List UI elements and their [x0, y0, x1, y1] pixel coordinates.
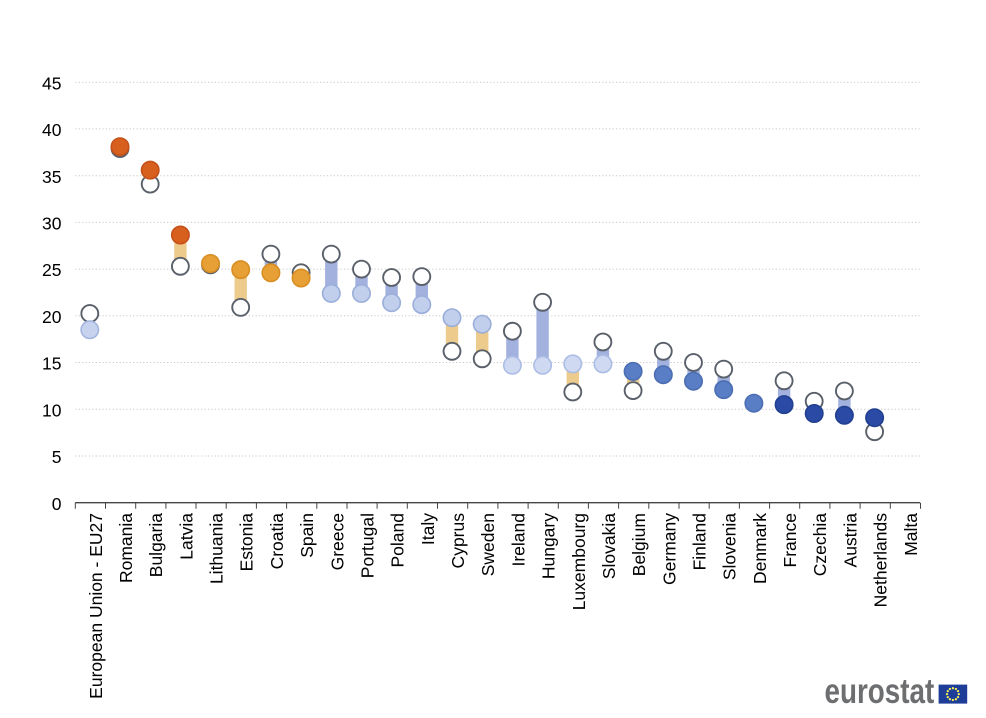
svg-text:Poland: Poland — [388, 513, 408, 568]
svg-text:Portugal: Portugal — [357, 513, 377, 578]
svg-text:25: 25 — [42, 260, 61, 280]
svg-text:Austria: Austria — [840, 513, 860, 568]
svg-text:eurostat: eurostat — [825, 671, 935, 711]
svg-text:European Union - EU27: European Union - EU27 — [86, 513, 106, 699]
svg-text:Ireland: Ireland — [508, 513, 528, 567]
svg-text:Sweden: Sweden — [478, 513, 498, 576]
svg-text:15: 15 — [42, 354, 61, 374]
svg-text:Malta: Malta — [901, 513, 921, 556]
svg-text:Cyprus: Cyprus — [448, 513, 468, 569]
svg-text:35: 35 — [42, 167, 61, 187]
svg-text:Italy: Italy — [418, 513, 438, 545]
svg-text:Greece: Greece — [327, 513, 347, 570]
svg-text:Netherlands: Netherlands — [871, 513, 891, 608]
svg-text:Belgium: Belgium — [629, 513, 649, 576]
svg-text:45: 45 — [42, 73, 61, 93]
svg-text:Finland: Finland — [689, 513, 709, 570]
svg-text:Slovakia: Slovakia — [599, 513, 619, 579]
svg-text:40: 40 — [42, 120, 62, 140]
svg-text:Denmark: Denmark — [750, 513, 770, 584]
svg-text:France: France — [780, 513, 800, 567]
svg-text:Bulgaria: Bulgaria — [146, 513, 166, 577]
svg-text:Luxembourg: Luxembourg — [569, 513, 589, 610]
svg-text:Estonia: Estonia — [237, 513, 257, 572]
svg-text:Germany: Germany — [659, 513, 679, 585]
svg-text:Hungary: Hungary — [539, 513, 559, 579]
svg-text:Czechia: Czechia — [810, 513, 830, 576]
svg-text:Latvia: Latvia — [176, 513, 196, 560]
svg-text:30: 30 — [42, 213, 62, 233]
svg-text:Spain: Spain — [297, 513, 317, 558]
svg-text:Romania: Romania — [116, 513, 136, 583]
svg-text:Slovenia: Slovenia — [720, 513, 740, 580]
svg-text:Lithuania: Lithuania — [206, 513, 226, 584]
svg-text:0: 0 — [52, 494, 62, 514]
svg-text:5: 5 — [52, 447, 62, 467]
svg-text:20: 20 — [42, 307, 62, 327]
svg-text:Croatia: Croatia — [267, 513, 287, 570]
svg-text:10: 10 — [42, 400, 62, 420]
